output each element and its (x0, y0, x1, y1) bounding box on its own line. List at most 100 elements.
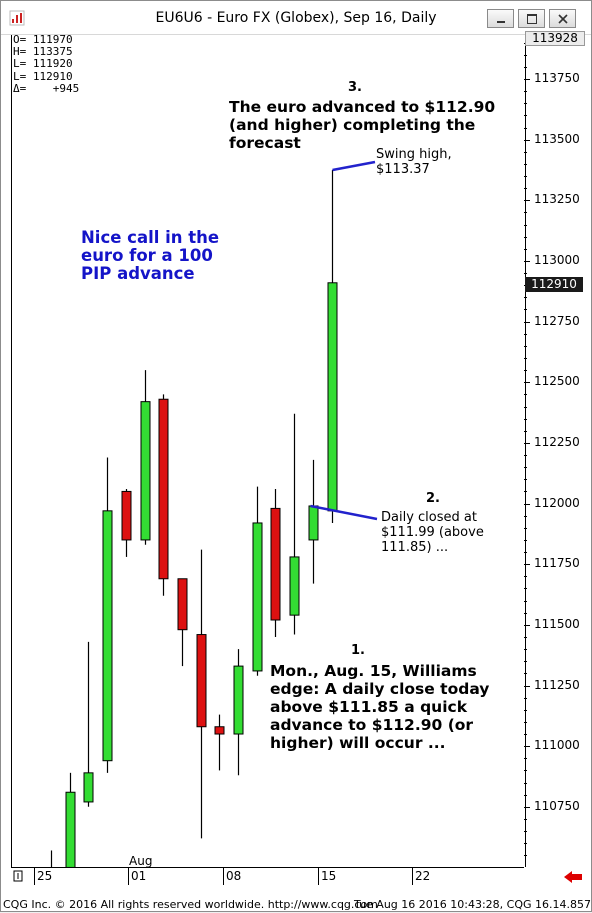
price-minor-tick (524, 79, 527, 80)
price-minor-tick (524, 588, 527, 590)
date-tick-label: 01 (131, 869, 147, 883)
price-minor-tick (524, 818, 527, 820)
price-minor-tick (524, 697, 527, 699)
maximize-icon (527, 14, 537, 24)
candle-body (270, 507, 281, 621)
info-high: H= 113375 (13, 45, 73, 59)
price-minor-tick (524, 721, 527, 723)
price-minor-tick (524, 770, 527, 772)
date-tick-mark (223, 867, 224, 885)
note3-line: (and higher) completing the (229, 116, 476, 134)
note1-text: Mon., Aug. 15, Williams edge: A daily cl… (270, 662, 489, 752)
price-minor-tick (524, 843, 527, 845)
plot-area[interactable] (11, 35, 526, 867)
app-icon (9, 10, 25, 26)
price-minor-tick (524, 66, 527, 68)
price-minor-tick (524, 333, 527, 335)
price-minor-tick (524, 345, 527, 347)
daily-close-pointer (310, 504, 378, 521)
price-minor-tick (524, 685, 527, 687)
note1-line: higher) will occur ... (270, 734, 446, 752)
candle-body (47, 880, 56, 892)
price-tick-mark (524, 564, 530, 566)
candle-body (289, 556, 300, 616)
blue-line: Nice call in the (81, 228, 220, 247)
price-tick-label: 110750 (534, 798, 580, 813)
price-tick-mark (524, 200, 530, 202)
price-minor-tick (524, 321, 527, 323)
date-tick-mark (128, 867, 129, 885)
axis-scroll-icon[interactable] (11, 867, 25, 887)
price-minor-tick (524, 163, 527, 165)
price-minor-tick (524, 515, 527, 517)
info-change: Δ= +945 (13, 81, 80, 95)
price-minor-tick (524, 236, 527, 238)
info-last: L= 112910 (13, 69, 73, 83)
note2-number: 2. (426, 491, 440, 506)
date-tick-mark (34, 867, 35, 885)
price-tick-label: 111250 (534, 677, 580, 692)
date-tick-label: 08 (226, 869, 242, 883)
date-tick-mark (318, 867, 319, 885)
price-minor-tick (524, 831, 527, 833)
price-tick-label: 111000 (534, 738, 580, 753)
price-minor-tick (524, 467, 527, 469)
close-icon (558, 14, 568, 24)
price-minor-tick (524, 418, 527, 420)
price-tick-mark (524, 79, 530, 80)
price-minor-tick (524, 539, 527, 541)
price-tick-mark (524, 806, 530, 808)
info-low: L= 111920 (13, 57, 73, 71)
price-minor-tick (524, 503, 527, 505)
date-tick-label: 25 (37, 869, 53, 883)
price-tick-mark (524, 442, 530, 444)
close-button[interactable] (549, 9, 576, 28)
price-minor-tick (524, 91, 527, 93)
price-tick-mark (524, 382, 530, 384)
price-tick-mark (524, 746, 530, 748)
scroll-to-latest-icon[interactable] (563, 870, 583, 884)
date-tick-label: 22 (415, 869, 431, 883)
minimize-button[interactable] (487, 9, 514, 28)
price-minor-tick (524, 212, 527, 214)
price-minor-tick (524, 54, 527, 56)
price-minor-tick (524, 188, 527, 190)
price-tick-label: 112500 (534, 374, 580, 389)
price-tick-label: 113000 (534, 252, 580, 267)
price-tick-mark (524, 321, 530, 323)
price-minor-tick (524, 552, 527, 554)
price-minor-tick (524, 260, 527, 262)
price-minor-tick (524, 661, 527, 663)
price-minor-tick (524, 746, 527, 748)
price-minor-tick (524, 151, 527, 153)
price-minor-tick (524, 564, 527, 566)
title-bar[interactable]: EU6U6 - Euro FX (Globex), Sep 16, Daily (1, 1, 591, 35)
price-minor-tick (524, 248, 527, 250)
price-tick-label: 113250 (534, 192, 580, 207)
price-minor-tick (524, 673, 527, 675)
candle-body (83, 772, 94, 803)
copyright-text: CQG Inc. © 2016 All rights reserved worl… (3, 898, 378, 911)
swing-high-label: Swing high, $113.37 (376, 147, 452, 177)
candle-body (214, 726, 225, 735)
price-minor-tick (524, 479, 527, 481)
ohlc-info-panel: O= 111970 H= 113375 L= 111920 L= 112910 … (13, 33, 80, 95)
price-minor-tick (524, 855, 527, 857)
price-minor-tick (524, 794, 527, 796)
swing-high-pointer (332, 160, 376, 172)
price-tick-label: 112250 (534, 434, 580, 449)
maximize-button[interactable] (518, 9, 545, 28)
footer-bar: CQG Inc. © 2016 All rights reserved worl… (1, 896, 592, 913)
price-minor-tick (524, 115, 527, 117)
price-minor-tick (524, 200, 527, 202)
candle-body (102, 510, 113, 762)
price-minor-tick (524, 709, 527, 711)
note1-line: edge: A daily close today (270, 680, 490, 698)
date-tick-label: 15 (321, 869, 337, 883)
candle-body (177, 578, 188, 631)
date-axis[interactable] (11, 867, 524, 888)
price-minor-tick (524, 624, 527, 626)
price-minor-tick (524, 406, 527, 408)
